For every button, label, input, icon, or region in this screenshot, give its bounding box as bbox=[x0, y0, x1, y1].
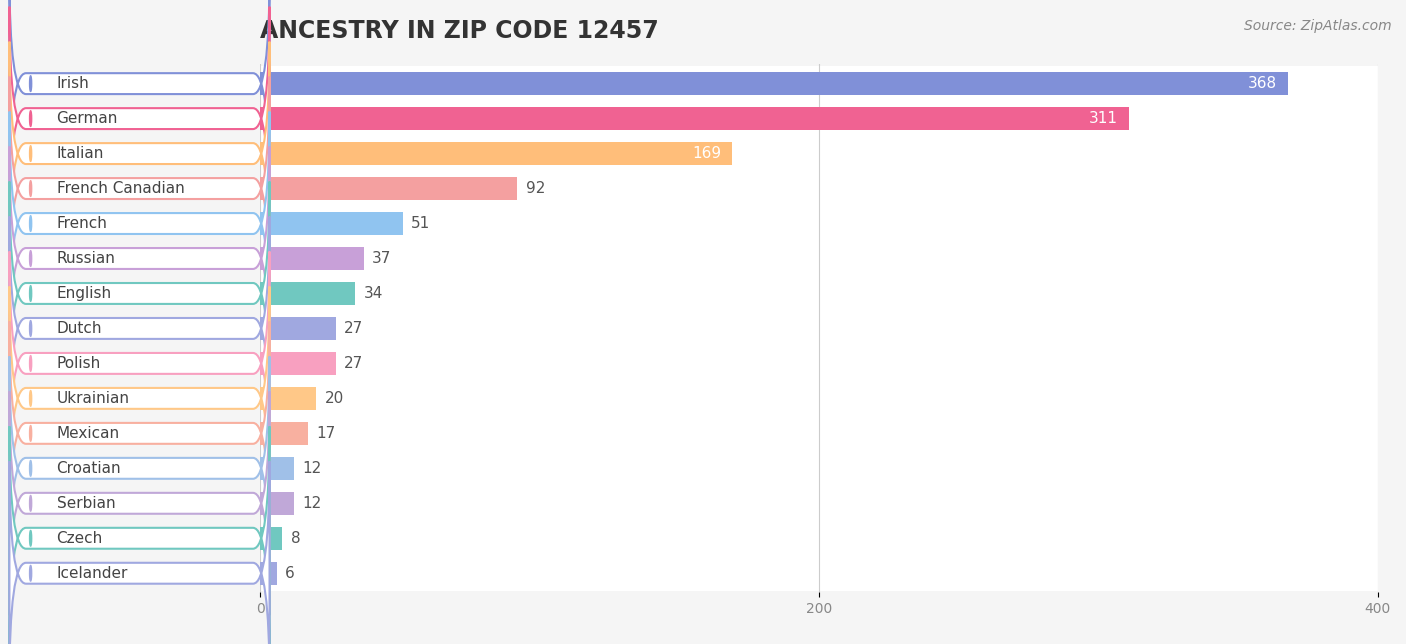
FancyBboxPatch shape bbox=[10, 426, 270, 644]
Text: Russian: Russian bbox=[56, 251, 115, 266]
FancyBboxPatch shape bbox=[10, 6, 270, 231]
Circle shape bbox=[30, 495, 32, 511]
Text: 27: 27 bbox=[344, 356, 363, 371]
FancyBboxPatch shape bbox=[10, 287, 270, 510]
Bar bbox=[260, 521, 1378, 556]
Bar bbox=[260, 276, 1378, 311]
FancyBboxPatch shape bbox=[10, 461, 270, 644]
Bar bbox=[260, 101, 1378, 136]
Text: 12: 12 bbox=[302, 461, 322, 476]
Bar bbox=[260, 422, 308, 445]
Bar bbox=[260, 247, 364, 270]
Bar bbox=[260, 486, 1378, 521]
Text: 20: 20 bbox=[325, 391, 343, 406]
Bar bbox=[260, 451, 1378, 486]
Circle shape bbox=[30, 531, 32, 546]
Text: French Canadian: French Canadian bbox=[56, 181, 184, 196]
Bar bbox=[260, 562, 277, 585]
Bar bbox=[260, 66, 1378, 101]
Circle shape bbox=[30, 286, 32, 301]
Bar bbox=[260, 381, 1378, 416]
Bar bbox=[260, 206, 1378, 241]
Circle shape bbox=[30, 321, 32, 336]
Circle shape bbox=[30, 460, 32, 476]
Circle shape bbox=[30, 181, 32, 196]
Circle shape bbox=[30, 216, 32, 231]
Bar bbox=[260, 177, 517, 200]
Text: ANCESTRY IN ZIP CODE 12457: ANCESTRY IN ZIP CODE 12457 bbox=[260, 19, 659, 43]
Text: 169: 169 bbox=[692, 146, 721, 161]
Bar bbox=[260, 387, 316, 410]
Circle shape bbox=[30, 565, 32, 581]
Text: Ukrainian: Ukrainian bbox=[56, 391, 129, 406]
Text: German: German bbox=[56, 111, 118, 126]
Bar bbox=[260, 317, 336, 340]
Text: 92: 92 bbox=[526, 181, 546, 196]
Bar bbox=[260, 212, 402, 235]
Bar bbox=[260, 282, 356, 305]
FancyBboxPatch shape bbox=[10, 251, 270, 475]
Text: 51: 51 bbox=[411, 216, 430, 231]
FancyBboxPatch shape bbox=[10, 147, 270, 370]
Bar bbox=[260, 346, 1378, 381]
Bar bbox=[260, 108, 1129, 130]
Circle shape bbox=[30, 111, 32, 126]
Bar bbox=[260, 556, 1378, 591]
FancyBboxPatch shape bbox=[10, 0, 270, 196]
Text: Mexican: Mexican bbox=[56, 426, 120, 441]
Bar bbox=[260, 136, 1378, 171]
Text: 12: 12 bbox=[302, 496, 322, 511]
Text: English: English bbox=[56, 286, 111, 301]
Circle shape bbox=[30, 390, 32, 406]
Text: Source: ZipAtlas.com: Source: ZipAtlas.com bbox=[1244, 19, 1392, 33]
Bar bbox=[260, 492, 294, 515]
Text: French: French bbox=[56, 216, 107, 231]
Circle shape bbox=[30, 426, 32, 441]
Text: 34: 34 bbox=[364, 286, 382, 301]
Bar bbox=[260, 171, 1378, 206]
Circle shape bbox=[30, 146, 32, 162]
Bar bbox=[260, 457, 294, 480]
Text: Polish: Polish bbox=[56, 356, 101, 371]
Text: 17: 17 bbox=[316, 426, 335, 441]
FancyBboxPatch shape bbox=[10, 392, 270, 615]
Text: 311: 311 bbox=[1090, 111, 1118, 126]
Text: 37: 37 bbox=[371, 251, 391, 266]
Text: 368: 368 bbox=[1249, 76, 1277, 91]
FancyBboxPatch shape bbox=[10, 356, 270, 580]
Bar bbox=[260, 311, 1378, 346]
FancyBboxPatch shape bbox=[10, 216, 270, 440]
Text: Irish: Irish bbox=[56, 76, 89, 91]
Text: Czech: Czech bbox=[56, 531, 103, 545]
Circle shape bbox=[30, 355, 32, 371]
Text: Icelander: Icelander bbox=[56, 565, 128, 581]
Text: Italian: Italian bbox=[56, 146, 104, 161]
FancyBboxPatch shape bbox=[10, 77, 270, 301]
Text: Croatian: Croatian bbox=[56, 461, 121, 476]
FancyBboxPatch shape bbox=[10, 42, 270, 265]
Text: Serbian: Serbian bbox=[56, 496, 115, 511]
FancyBboxPatch shape bbox=[10, 321, 270, 545]
Text: 8: 8 bbox=[291, 531, 301, 545]
Bar bbox=[260, 352, 336, 375]
Bar bbox=[260, 142, 733, 165]
Bar bbox=[260, 241, 1378, 276]
FancyBboxPatch shape bbox=[10, 111, 270, 336]
Text: 6: 6 bbox=[285, 565, 295, 581]
Text: 27: 27 bbox=[344, 321, 363, 336]
Circle shape bbox=[30, 251, 32, 267]
Text: Dutch: Dutch bbox=[56, 321, 103, 336]
Bar bbox=[260, 527, 283, 549]
Bar bbox=[260, 416, 1378, 451]
Circle shape bbox=[30, 76, 32, 91]
FancyBboxPatch shape bbox=[10, 182, 270, 406]
Bar bbox=[260, 72, 1288, 95]
